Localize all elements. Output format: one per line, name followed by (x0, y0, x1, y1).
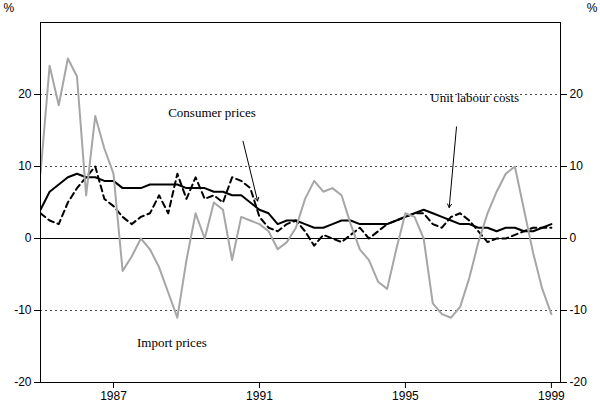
svg-text:Unit labour costs: Unit labour costs (430, 90, 519, 105)
svg-text:Consumer prices: Consumer prices (168, 105, 256, 120)
svg-text:1987: 1987 (100, 389, 127, 403)
svg-text:-10: -10 (570, 303, 588, 317)
svg-text:-20: -20 (570, 375, 588, 389)
svg-text:1999: 1999 (538, 389, 565, 403)
svg-text:1991: 1991 (246, 389, 273, 403)
svg-text:20: 20 (18, 87, 32, 101)
svg-text:-10: -10 (14, 303, 32, 317)
svg-text:-20: -20 (14, 375, 32, 389)
svg-text:%: % (4, 1, 15, 15)
svg-text:0: 0 (570, 231, 577, 245)
svg-text:10: 10 (18, 159, 32, 173)
svg-text:1995: 1995 (392, 389, 419, 403)
svg-text:Import prices: Import prices (137, 335, 207, 350)
svg-text:10: 10 (570, 159, 584, 173)
svg-text:%: % (587, 1, 598, 15)
svg-text:20: 20 (570, 87, 584, 101)
svg-text:0: 0 (25, 231, 32, 245)
